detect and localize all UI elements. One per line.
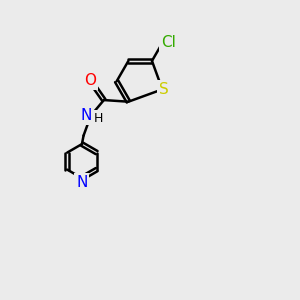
Text: Cl: Cl <box>161 35 176 50</box>
Text: H: H <box>93 112 103 125</box>
Text: O: O <box>85 73 97 88</box>
Text: N: N <box>76 175 88 190</box>
Text: N: N <box>80 108 92 123</box>
Text: S: S <box>159 82 169 97</box>
